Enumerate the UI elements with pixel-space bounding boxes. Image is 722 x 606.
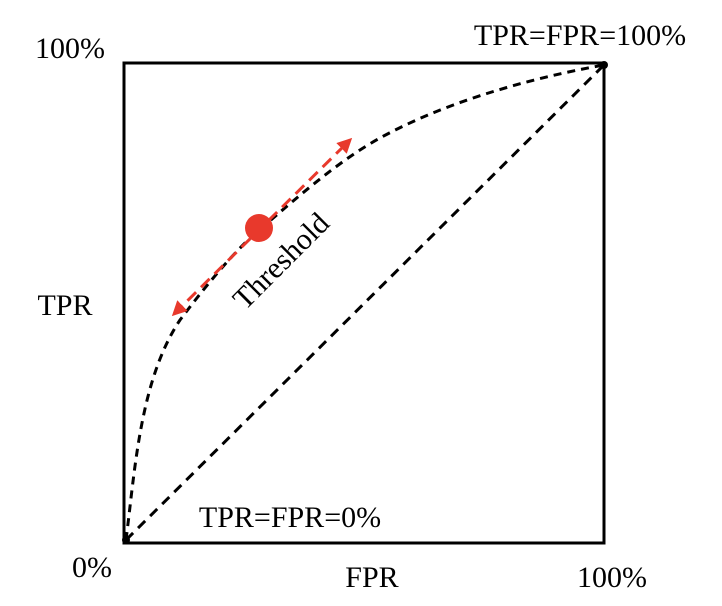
threshold-point — [245, 214, 273, 242]
y-axis-label: TPR — [37, 289, 92, 322]
y-top-label: 100% — [35, 32, 105, 65]
top-right-annotation: TPR=FPR=100% — [474, 19, 686, 52]
plot-frame — [122, 61, 606, 545]
y-bottom-label: 0% — [72, 551, 112, 584]
origin-point — [122, 536, 130, 544]
x-axis-label: FPR — [345, 561, 398, 594]
top-point — [600, 61, 608, 69]
threshold-label: Threshold — [227, 207, 336, 316]
bottom-left-annotation: TPR=FPR=0% — [199, 501, 381, 534]
diagonal — [124, 63, 606, 542]
x-right-label: 100% — [577, 561, 647, 594]
